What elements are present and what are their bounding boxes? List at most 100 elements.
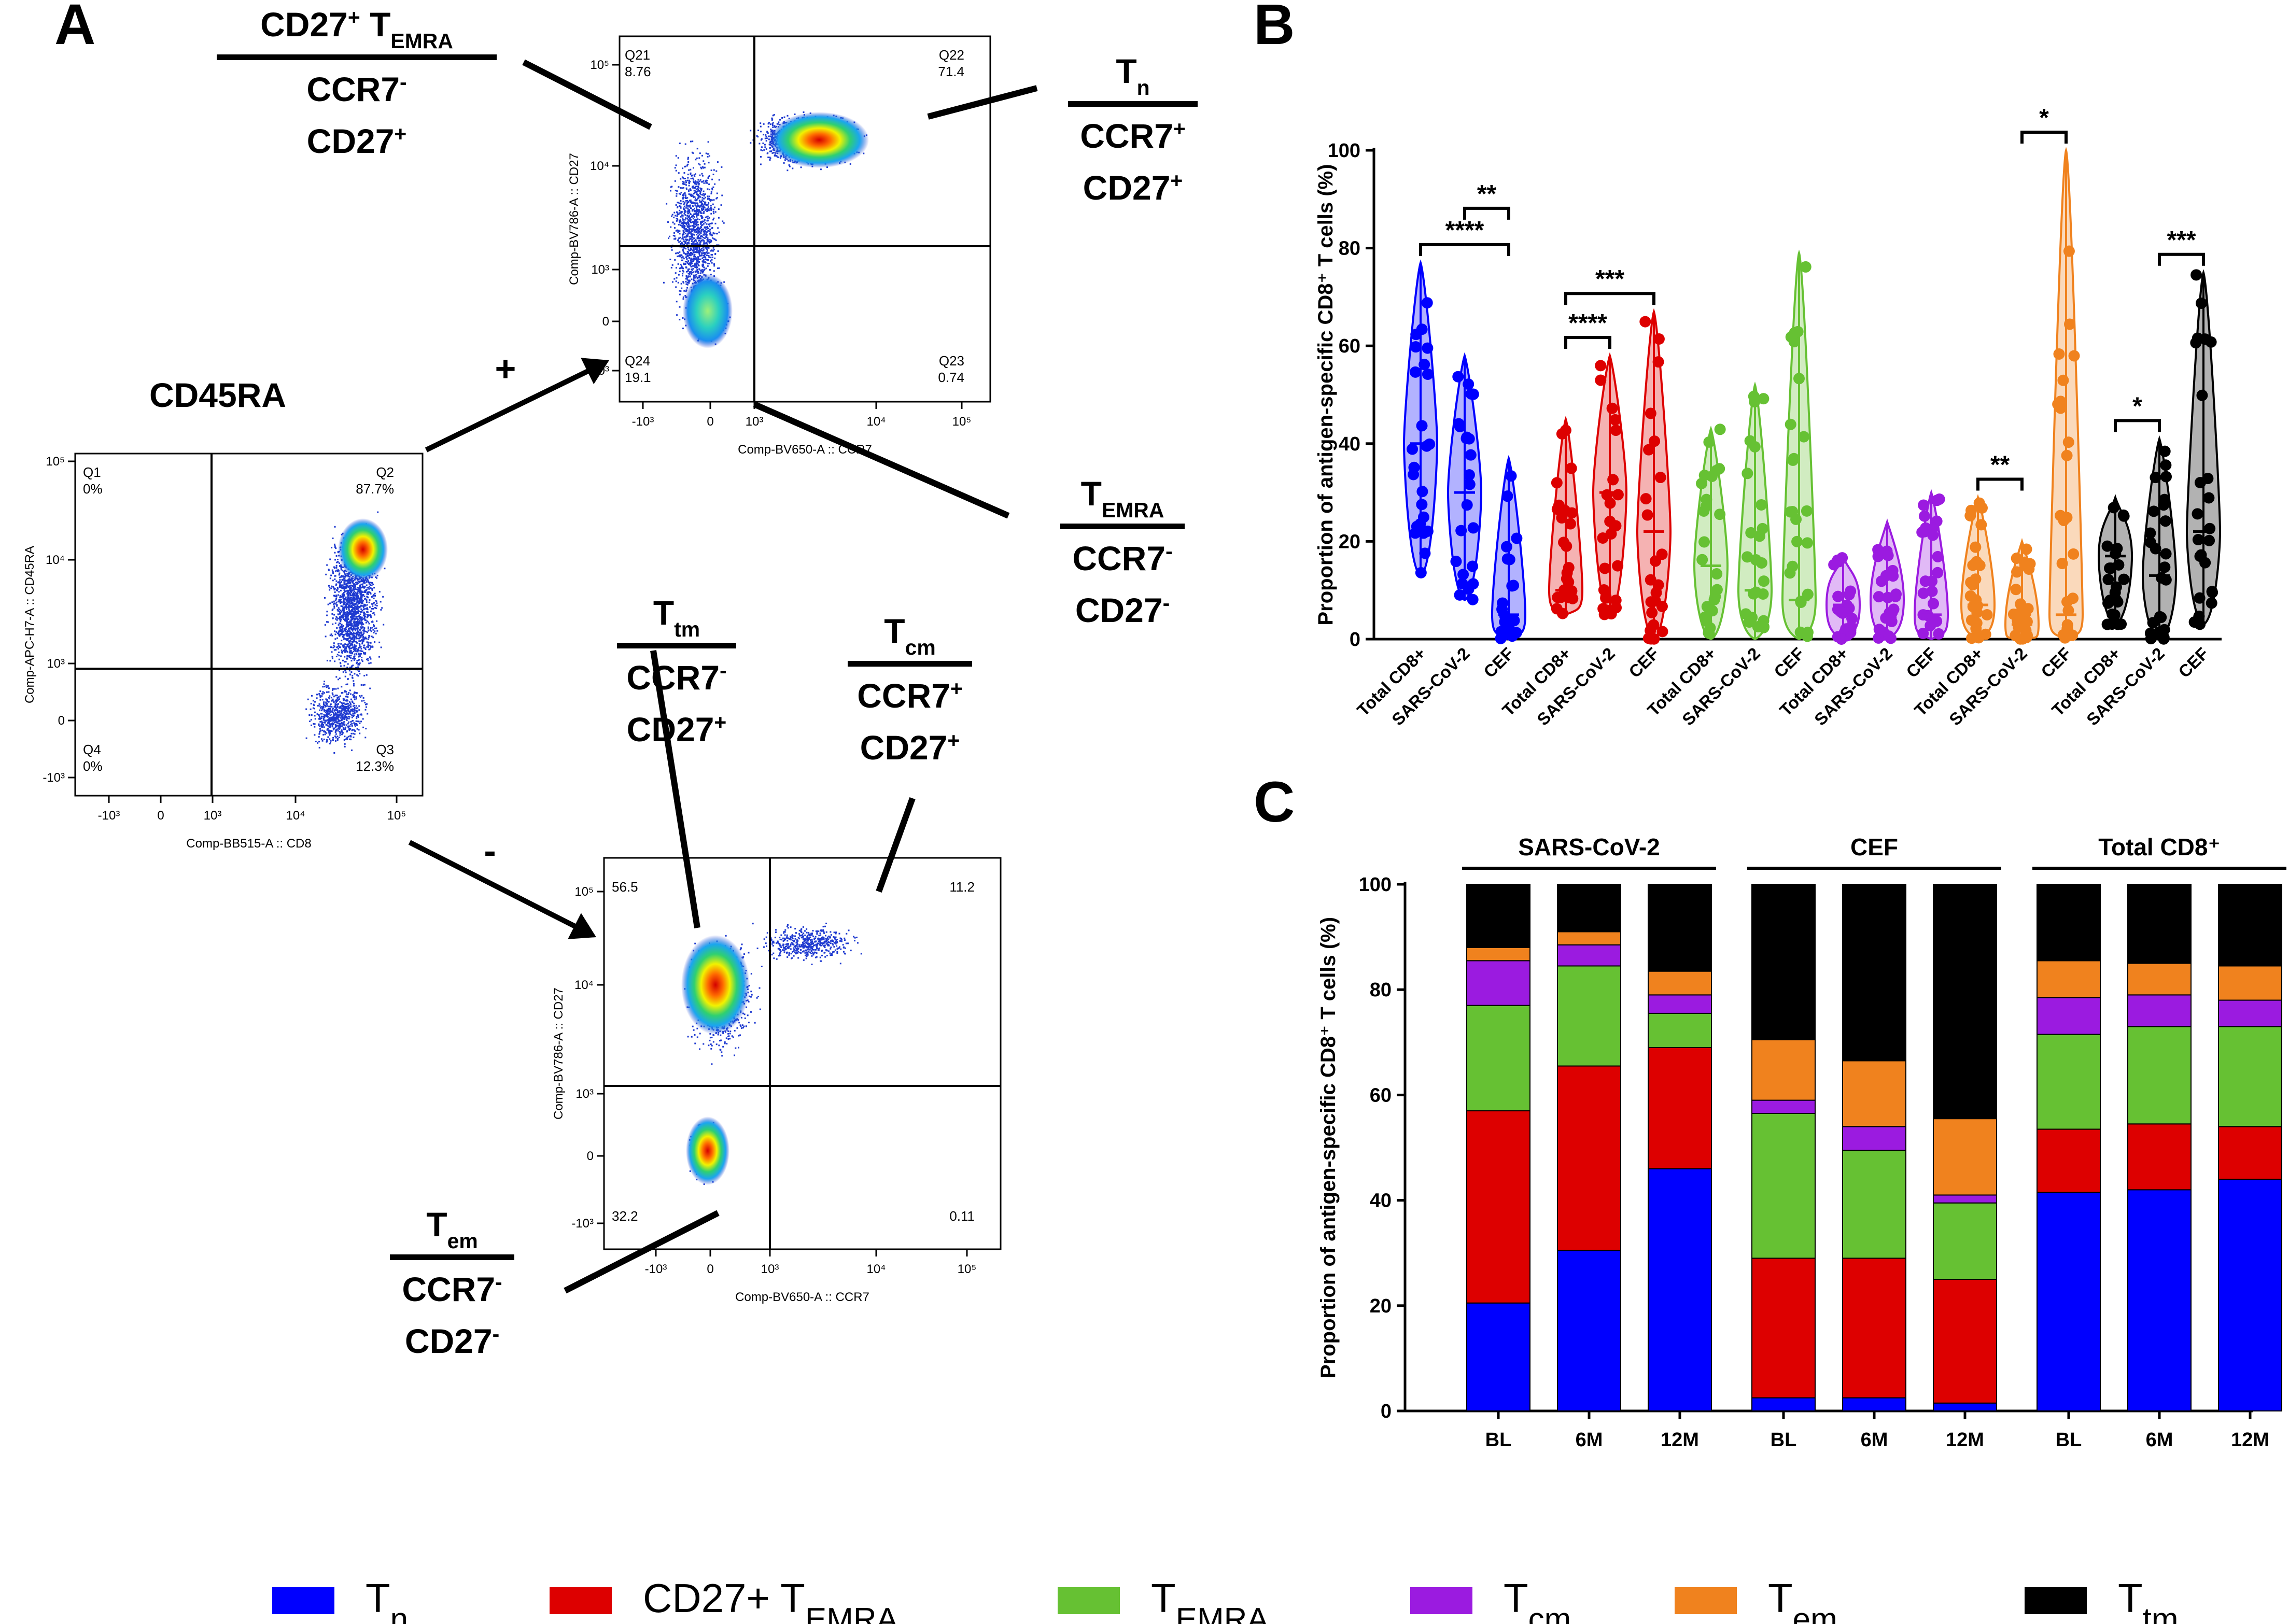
event-dot (341, 575, 342, 576)
event-dot (350, 651, 352, 653)
event-dot (692, 177, 694, 179)
event-dot (333, 595, 335, 597)
event-dot (341, 596, 343, 598)
event-dot (683, 178, 685, 179)
y-tick-label: -10³ (43, 771, 65, 785)
event-dot (361, 595, 363, 597)
event-dot (682, 270, 684, 272)
event-dot (679, 319, 681, 321)
event-dot (367, 659, 369, 661)
event-dot (342, 727, 344, 729)
event-dot (325, 711, 327, 713)
event-dot (316, 694, 318, 696)
event-dot (357, 666, 359, 668)
event-dot (362, 600, 364, 602)
event-dot (335, 719, 337, 722)
event-dot (332, 694, 334, 696)
event-dot (335, 709, 337, 711)
event-dot (681, 243, 683, 245)
event-dot (355, 625, 357, 627)
event-dot (701, 209, 703, 211)
event-dot (354, 673, 356, 675)
event-dot (314, 715, 316, 717)
event-dot (368, 586, 370, 588)
event-dot (348, 646, 350, 648)
event-dot (323, 683, 325, 685)
event-dot (373, 597, 375, 599)
event-dot (356, 583, 358, 585)
event-dot (700, 239, 703, 242)
event-dot (342, 659, 344, 661)
event-dot (337, 610, 339, 612)
event-dot (689, 272, 691, 274)
event-dot (703, 223, 705, 225)
event-dot (319, 695, 321, 697)
event-dot (687, 161, 690, 163)
event-dot (344, 712, 346, 714)
event-dot (362, 591, 364, 593)
event-dot (313, 723, 315, 725)
event-dot (330, 697, 332, 699)
event-dot (331, 601, 333, 603)
event-dot (346, 602, 348, 604)
event-dot (329, 577, 331, 580)
event-dot (359, 723, 361, 724)
event-dot (688, 189, 690, 191)
event-dot (333, 587, 335, 589)
event-dot (354, 733, 356, 735)
event-dot (343, 594, 345, 596)
event-dot (372, 621, 374, 623)
event-dot (334, 695, 336, 697)
event-dot (693, 251, 695, 253)
event-dot (360, 619, 362, 622)
event-dot (356, 600, 358, 602)
event-dot (365, 622, 367, 624)
event-dot (359, 601, 361, 603)
event-dot (698, 187, 699, 189)
event-dot (346, 635, 348, 637)
event-dot (335, 580, 338, 582)
event-dot (339, 701, 341, 703)
event-dot (713, 263, 715, 265)
event-dot (703, 160, 705, 162)
event-dot (329, 587, 330, 589)
event-dot (318, 725, 320, 727)
event-dot (673, 211, 676, 214)
event-dot (363, 615, 366, 616)
event-dot (350, 632, 353, 634)
event-dot (710, 250, 712, 252)
event-dot (366, 638, 368, 640)
event-dot (695, 159, 697, 161)
event-dot (338, 631, 340, 633)
event-dot (756, 135, 758, 137)
event-dot (765, 135, 767, 137)
event-dot (770, 129, 772, 131)
event-dot (380, 601, 382, 603)
event-dot (345, 632, 347, 634)
event-dot (337, 712, 339, 714)
event-dot (328, 722, 330, 724)
event-dot (335, 703, 338, 705)
event-dot (358, 588, 360, 590)
event-dot (358, 602, 360, 604)
event-dot (776, 123, 778, 125)
y-tick-label: 10⁴ (46, 553, 65, 567)
event-dot (721, 166, 723, 168)
event-dot (372, 637, 374, 639)
event-dot (344, 584, 346, 586)
event-dot (348, 729, 350, 731)
event-dot (319, 721, 321, 723)
event-dot (700, 189, 703, 191)
event-dot (683, 290, 685, 292)
event-dot (678, 186, 680, 188)
event-dot (333, 602, 335, 604)
event-dot (345, 649, 347, 651)
event-dot (683, 213, 685, 215)
event-dot (339, 635, 341, 637)
event-dot (356, 627, 358, 629)
event-dot (693, 223, 695, 225)
event-dot (370, 662, 372, 664)
event-dot (358, 643, 360, 644)
event-dot (315, 741, 317, 742)
event-dot (318, 724, 320, 726)
